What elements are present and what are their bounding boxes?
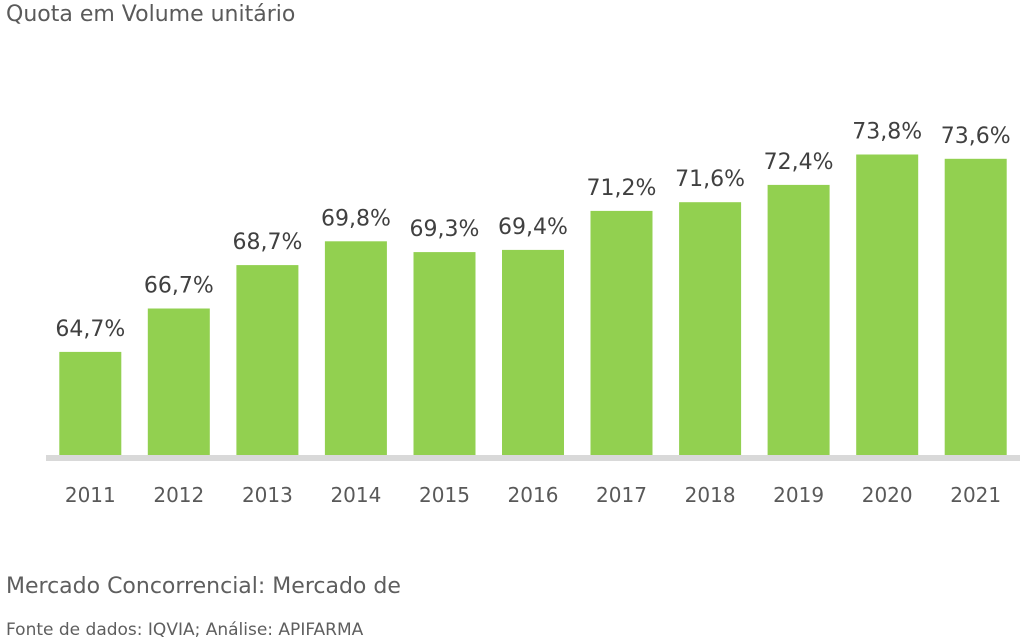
bar-2019	[767, 184, 830, 456]
x-tick-label-2015: 2015	[419, 483, 470, 507]
bar-2021	[944, 158, 1007, 457]
x-tick-label-2011: 2011	[65, 483, 116, 507]
x-tick-label-2021: 2021	[950, 483, 1001, 507]
data-label-2012: 66,7%	[144, 274, 214, 299]
bar-chart: 64,7% 2011 66,7% 2012 68,7% 2013 69,8% 2014 69,3…	[46, 120, 1020, 507]
bar-2017	[590, 210, 653, 456]
footer-data-source: Fonte de dados: IQVIA; Análise: APIFARMA	[6, 620, 364, 640]
x-axis-line	[46, 455, 1020, 461]
data-label-2014: 69,8%	[321, 206, 391, 231]
data-label-2019: 72,4%	[764, 150, 834, 175]
bar-2015	[413, 252, 476, 456]
x-tick-label-2017: 2017	[596, 483, 647, 507]
x-tick-label-2016: 2016	[508, 483, 559, 507]
bar-2013	[236, 265, 299, 456]
data-label-2013: 68,7%	[232, 230, 302, 255]
bar-2011	[59, 351, 122, 456]
data-label-2020: 73,8%	[852, 120, 922, 145]
chart-title: Quota em Volume unitário	[6, 2, 296, 27]
bar-2012	[147, 308, 210, 456]
x-tick-label-2019: 2019	[773, 483, 824, 507]
bar-2020	[856, 154, 919, 456]
data-label-2021: 73,6%	[941, 124, 1011, 149]
x-tick-label-2020: 2020	[862, 483, 913, 507]
data-label-2016: 69,4%	[498, 215, 568, 240]
x-tick-label-2012: 2012	[153, 483, 204, 507]
x-tick-label-2014: 2014	[330, 483, 381, 507]
data-label-2015: 69,3%	[410, 217, 480, 242]
bar-2018	[679, 202, 742, 456]
bar-2016	[502, 249, 564, 456]
data-label-2017: 71,2%	[587, 176, 657, 201]
bar-2014	[324, 241, 387, 456]
data-label-2011: 64,7%	[55, 317, 125, 342]
data-label-2018: 71,6%	[675, 167, 745, 192]
x-tick-label-2018: 2018	[685, 483, 736, 507]
footer-market-note: Mercado Concorrencial: Mercado de	[6, 574, 401, 599]
x-tick-label-2013: 2013	[242, 483, 293, 507]
